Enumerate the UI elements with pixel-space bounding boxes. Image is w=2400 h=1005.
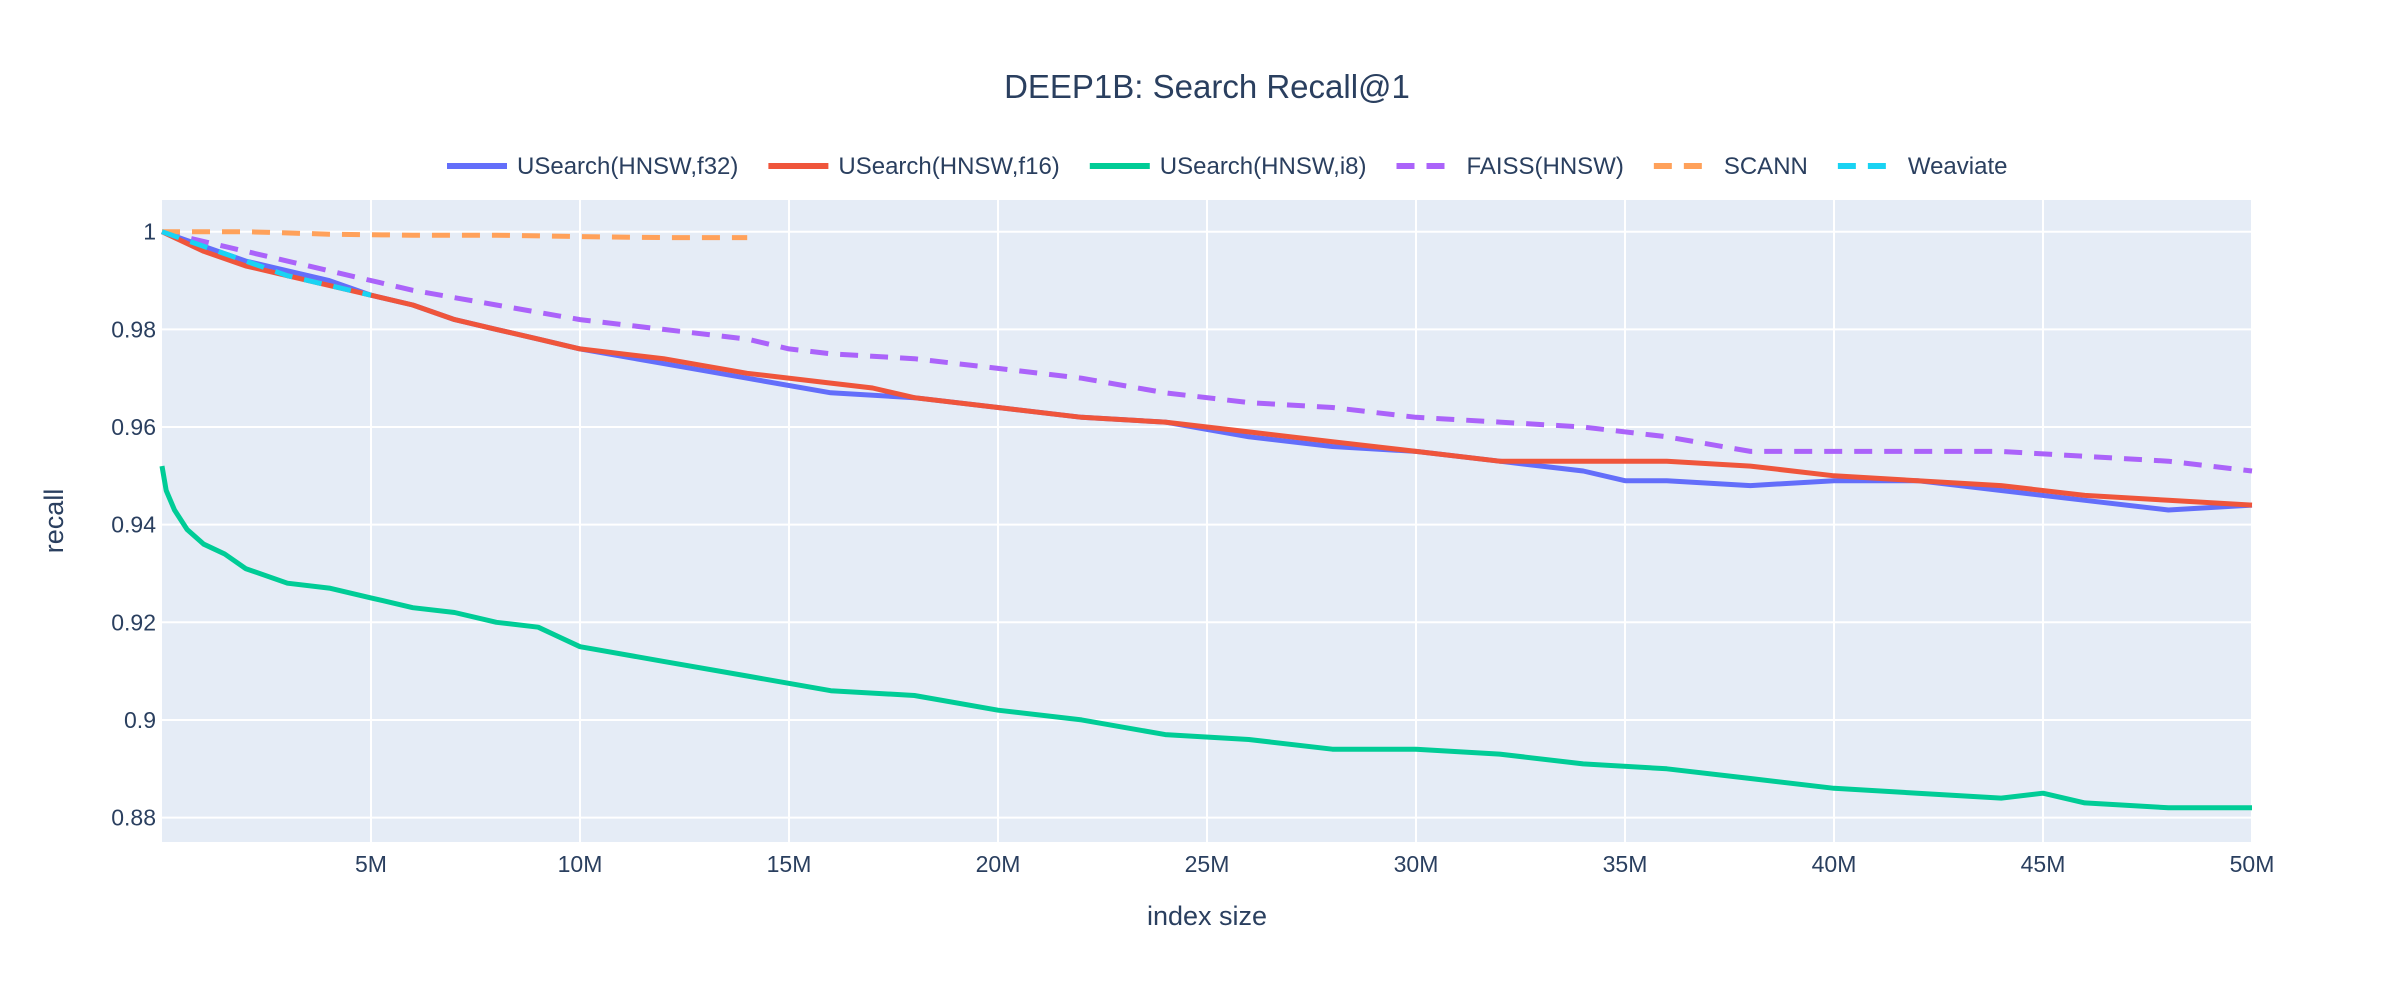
x-tick-label: 45M bbox=[2021, 851, 2066, 877]
y-tick-label: 0.9 bbox=[124, 707, 156, 733]
x-tick-label: 10M bbox=[558, 851, 603, 877]
series-line-weaviate bbox=[161, 229, 372, 298]
legend-item-faiss-hnsw[interactable]: FAISS(HNSW) bbox=[1396, 153, 1624, 180]
y-tick-label: 1 bbox=[143, 219, 156, 245]
series-line-usearch-hnsw-i8 bbox=[159, 465, 2252, 811]
legend-item-scann[interactable]: SCANN bbox=[1653, 153, 1808, 180]
x-tick-label: 35M bbox=[1603, 851, 1648, 877]
x-tick-label: 5M bbox=[355, 851, 387, 877]
legend-item-usearch-hnsw-i8[interactable]: USearch(HNSW,i8) bbox=[1089, 153, 1367, 180]
y-tick-label: 0.96 bbox=[111, 414, 156, 440]
legend-label: USearch(HNSW,f32) bbox=[517, 153, 738, 180]
legend-label: Weaviate bbox=[1908, 153, 2008, 180]
legend-item-usearch-hnsw-f32[interactable]: USearch(HNSW,f32) bbox=[447, 153, 738, 180]
y-tick-label: 0.98 bbox=[111, 316, 156, 342]
y-axis-ticks: 0.88 0.9 0.92 0.94 0.96 0.98 1 bbox=[111, 219, 156, 831]
x-tick-label: 20M bbox=[976, 851, 1021, 877]
series-line-faiss-hnsw bbox=[161, 229, 2253, 474]
y-tick-label: 0.94 bbox=[111, 512, 156, 538]
x-axis-label: index size bbox=[1147, 901, 1267, 931]
series-line-scann bbox=[162, 229, 748, 241]
legend: USearch(HNSW,f32) USearch(HNSW,f16) USearc… bbox=[447, 153, 2007, 180]
x-axis-ticks: 5M 10M 15M 20M 25M 30M 35M 40M 45M 50M bbox=[355, 851, 2274, 877]
legend-label: FAISS(HNSW) bbox=[1467, 153, 1624, 180]
series-layer bbox=[159, 229, 2253, 811]
legend-label: SCANN bbox=[1724, 153, 1808, 180]
x-tick-label: 50M bbox=[2230, 851, 2275, 877]
legend-item-weaviate[interactable]: Weaviate bbox=[1837, 153, 2008, 180]
x-tick-label: 15M bbox=[767, 851, 812, 877]
legend-label: USearch(HNSW,i8) bbox=[1160, 153, 1367, 180]
y-axis-label: recall bbox=[39, 489, 69, 554]
x-tick-label: 30M bbox=[1394, 851, 1439, 877]
x-tick-label: 40M bbox=[1812, 851, 1857, 877]
y-tick-label: 0.92 bbox=[111, 609, 156, 635]
legend-label: USearch(HNSW,f16) bbox=[838, 153, 1059, 180]
y-tick-label: 0.88 bbox=[111, 805, 156, 831]
legend-item-usearch-hnsw-f16[interactable]: USearch(HNSW,f16) bbox=[768, 153, 1060, 180]
x-tick-label: 25M bbox=[1185, 851, 1230, 877]
gridlines bbox=[162, 200, 2253, 842]
chart-title: DEEP1B: Search Recall@1 bbox=[1004, 68, 1410, 105]
series-line-usearch-hnsw-f16 bbox=[160, 229, 2253, 508]
